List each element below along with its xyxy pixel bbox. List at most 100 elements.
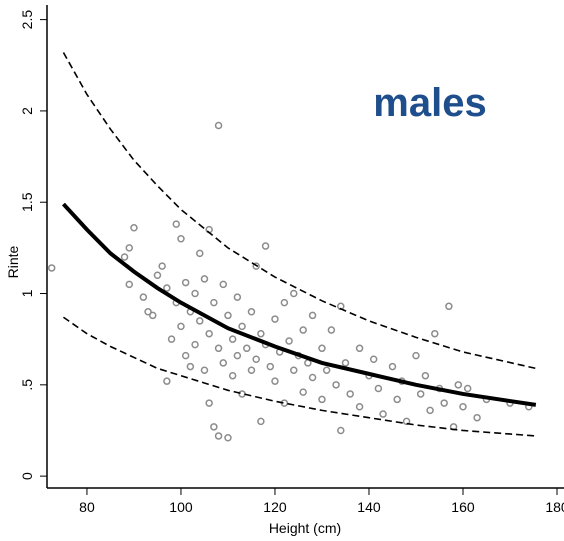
x-tick-label: 120 — [263, 499, 287, 515]
point — [355, 402, 364, 411]
point — [243, 344, 251, 353]
point — [257, 329, 265, 338]
y-tick-label: 2.5 — [19, 10, 35, 30]
point — [139, 293, 148, 301]
point — [299, 326, 307, 334]
point — [163, 284, 171, 292]
point — [219, 280, 228, 289]
band-line — [62, 52, 537, 370]
x-tick-label: 100 — [169, 499, 193, 515]
point — [205, 329, 213, 338]
point — [318, 344, 326, 353]
point — [200, 275, 209, 283]
point — [233, 293, 242, 301]
y-tick-label: 1.5 — [19, 192, 35, 212]
point — [247, 308, 256, 316]
point — [257, 417, 265, 426]
point — [47, 264, 56, 272]
point — [228, 371, 237, 380]
point — [247, 366, 256, 374]
point — [205, 399, 213, 407]
point — [191, 340, 199, 349]
point — [271, 377, 279, 385]
point — [426, 406, 434, 415]
point — [454, 381, 463, 389]
point — [388, 362, 397, 371]
point — [266, 362, 275, 371]
fit-line — [61, 202, 537, 407]
point — [290, 289, 298, 298]
point — [177, 234, 185, 243]
point — [318, 395, 326, 404]
point — [308, 311, 317, 320]
point — [299, 388, 307, 396]
point — [210, 298, 218, 307]
point — [224, 311, 232, 320]
y-axis-label: Rinte — [5, 245, 21, 278]
point — [191, 289, 199, 298]
point — [125, 244, 134, 252]
point — [440, 399, 448, 407]
point — [337, 426, 345, 435]
point — [421, 371, 430, 380]
point — [473, 413, 481, 422]
point — [280, 298, 289, 307]
point — [233, 351, 242, 360]
point — [214, 121, 223, 130]
point — [181, 278, 190, 287]
point — [196, 249, 204, 258]
point — [416, 390, 425, 398]
point — [355, 344, 364, 353]
point — [252, 355, 260, 364]
point — [290, 366, 298, 374]
point — [322, 366, 331, 374]
point — [445, 302, 453, 311]
point — [158, 262, 166, 270]
point — [130, 224, 138, 232]
y-tick-label: 0 — [19, 472, 35, 480]
point — [285, 337, 293, 345]
point — [379, 410, 387, 418]
point — [219, 359, 228, 367]
point — [412, 351, 420, 360]
y-tick-label: 2 — [19, 107, 35, 115]
point — [393, 395, 401, 404]
point — [271, 315, 279, 323]
point — [149, 311, 157, 320]
x-tick-label: 160 — [451, 499, 475, 515]
point — [214, 344, 223, 353]
point — [463, 384, 472, 393]
annotation: males — [373, 81, 486, 125]
band-line — [62, 316, 536, 437]
point — [177, 322, 185, 331]
point — [186, 362, 195, 371]
point — [196, 317, 204, 325]
x-axis-label: Height (cm) — [269, 520, 341, 536]
point — [374, 384, 383, 393]
point — [332, 381, 340, 389]
x-tick-label: 80 — [79, 499, 95, 515]
y-tick-label: 1 — [19, 289, 35, 297]
point — [172, 220, 181, 228]
point — [308, 373, 317, 382]
x-tick-label: 140 — [357, 499, 381, 515]
point — [200, 366, 209, 374]
point — [346, 390, 354, 398]
point — [431, 329, 439, 338]
y-tick-label: .5 — [19, 379, 35, 391]
point — [163, 377, 171, 385]
point — [210, 423, 218, 431]
point — [120, 253, 129, 261]
point — [214, 432, 223, 440]
point — [181, 351, 190, 360]
point — [369, 355, 378, 364]
point — [224, 434, 232, 442]
point — [459, 402, 467, 411]
point — [261, 242, 270, 250]
point — [167, 335, 176, 343]
point — [238, 390, 246, 398]
point — [252, 262, 260, 270]
point — [144, 308, 152, 316]
point — [327, 326, 336, 334]
